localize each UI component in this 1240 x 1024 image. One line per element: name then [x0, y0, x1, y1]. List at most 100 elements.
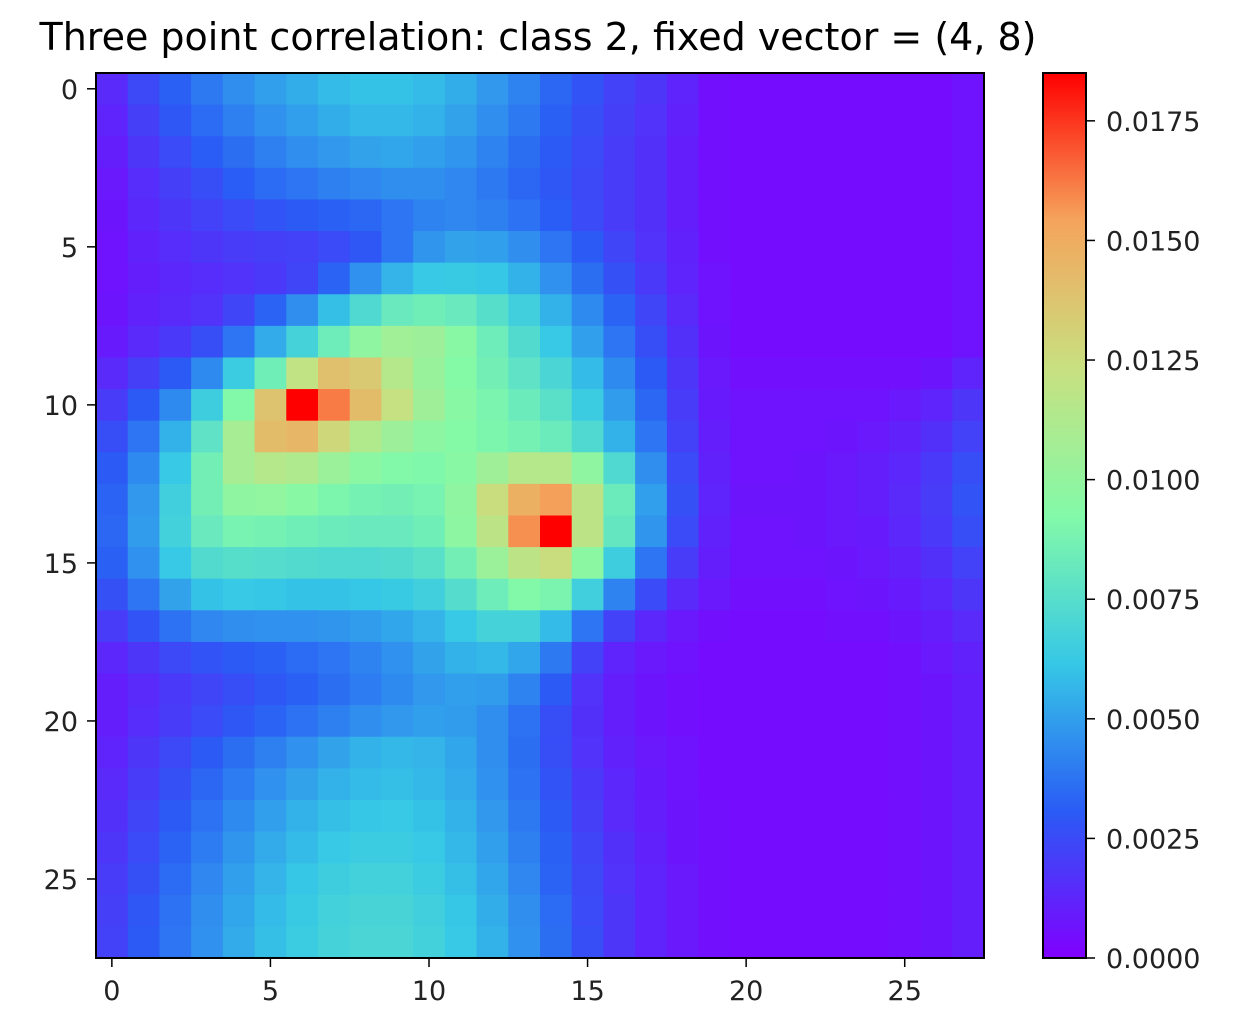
heatmap-cell — [381, 926, 414, 959]
heatmap-cell — [603, 673, 636, 706]
heatmap-cell — [508, 483, 541, 517]
heatmap-cell — [286, 610, 319, 643]
heatmap-cell — [508, 325, 541, 359]
heatmap-cell — [159, 705, 192, 738]
heatmap-cell — [762, 894, 795, 927]
heatmap-cell — [254, 641, 287, 675]
heatmap-cell — [222, 641, 256, 675]
heatmap-cell — [286, 673, 319, 706]
heatmap-cell — [222, 894, 256, 927]
heatmap-cell — [413, 863, 446, 896]
y-axis: 0 5 10 15 20 25 — [44, 75, 96, 896]
heatmap-cell — [96, 705, 129, 738]
heatmap-cell — [540, 736, 573, 769]
heatmap-cell — [286, 231, 319, 264]
heatmap-cell — [825, 926, 858, 959]
heatmap-cell — [952, 199, 985, 232]
heatmap-cell — [952, 262, 985, 295]
heatmap-cell — [191, 610, 224, 643]
heatmap-cell — [476, 515, 509, 548]
heatmap-cell — [381, 610, 414, 643]
heatmap-cell — [381, 73, 414, 106]
heatmap-cell — [159, 357, 192, 390]
heatmap-cell — [762, 515, 795, 548]
heatmap-cell — [603, 768, 636, 801]
heatmap-cell — [920, 167, 953, 201]
heatmap-cell — [413, 389, 446, 422]
heatmap-cell — [730, 515, 763, 548]
heatmap-cell — [920, 768, 953, 801]
heatmap-cell — [191, 73, 224, 106]
heatmap-cell — [254, 231, 287, 264]
heatmap-cell — [571, 294, 605, 327]
heatmap-cell — [666, 262, 700, 295]
heatmap-cell — [825, 610, 858, 643]
heatmap-cell — [698, 483, 731, 517]
heatmap-cell — [191, 199, 224, 232]
heatmap-cell — [444, 736, 478, 769]
heatmap-cell — [96, 167, 129, 201]
heatmap-cell — [222, 547, 256, 580]
heatmap-cell — [540, 894, 573, 927]
heatmap-cell — [635, 705, 668, 738]
heatmap-cell — [952, 705, 985, 738]
heatmap-cell — [191, 831, 224, 864]
heatmap-cell — [349, 199, 383, 232]
heatmap-cell — [413, 768, 446, 801]
heatmap-cell — [857, 926, 890, 959]
heatmap-cell — [730, 799, 763, 833]
y-tick-label: 10 — [44, 391, 78, 422]
heatmap-cell — [254, 926, 287, 959]
heatmap-cell — [888, 136, 922, 169]
heatmap-cell — [666, 926, 700, 959]
heatmap-cell — [476, 262, 509, 295]
heatmap-cell — [159, 167, 192, 201]
colorbar-tick-label: 0.0175 — [1106, 107, 1200, 138]
heatmap-cell — [920, 104, 953, 137]
heatmap-cell — [666, 863, 700, 896]
heatmap-cell — [413, 578, 446, 611]
heatmap-cell — [920, 799, 953, 833]
heatmap-cell — [825, 389, 858, 422]
heatmap-cell — [349, 294, 383, 327]
heatmap-cell — [508, 104, 541, 137]
heatmap-cell — [888, 231, 922, 264]
heatmap-cell — [698, 641, 731, 675]
heatmap-cell — [571, 73, 605, 106]
heatmap-cell — [444, 452, 478, 485]
heatmap-cell — [476, 104, 509, 137]
heatmap-cell — [920, 199, 953, 232]
heatmap-cell — [571, 863, 605, 896]
heatmap-cell — [920, 136, 953, 169]
heatmap-cell — [349, 357, 383, 390]
heatmap-cell — [857, 167, 890, 201]
heatmap-cell — [413, 926, 446, 959]
heatmap-cell — [222, 262, 256, 295]
heatmap-cell — [318, 294, 351, 327]
heatmap-cell — [540, 610, 573, 643]
heatmap-cell — [96, 578, 129, 611]
heatmap-cell — [191, 452, 224, 485]
heatmap-cell — [635, 294, 668, 327]
heatmap-cell — [540, 294, 573, 327]
heatmap-cell — [508, 262, 541, 295]
heatmap-cell — [191, 705, 224, 738]
heatmap-cell — [952, 357, 985, 390]
heatmap-cell — [508, 420, 541, 453]
heatmap-cell — [349, 736, 383, 769]
heatmap-cell — [635, 136, 668, 169]
heatmap-cell — [730, 673, 763, 706]
heatmap-cell — [508, 673, 541, 706]
heatmap-cell — [730, 483, 763, 517]
heatmap-cell — [96, 547, 129, 580]
heatmap-cell — [540, 420, 573, 453]
heatmap-cell — [698, 799, 731, 833]
heatmap-cell — [508, 831, 541, 864]
heatmap-cell — [127, 831, 161, 864]
heatmap-cell — [603, 610, 636, 643]
colorbar-tick-label: 0.0075 — [1106, 585, 1200, 616]
heatmap-cell — [476, 799, 509, 833]
heatmap-cell — [349, 894, 383, 927]
heatmap-cell — [254, 673, 287, 706]
heatmap-cell — [444, 231, 478, 264]
